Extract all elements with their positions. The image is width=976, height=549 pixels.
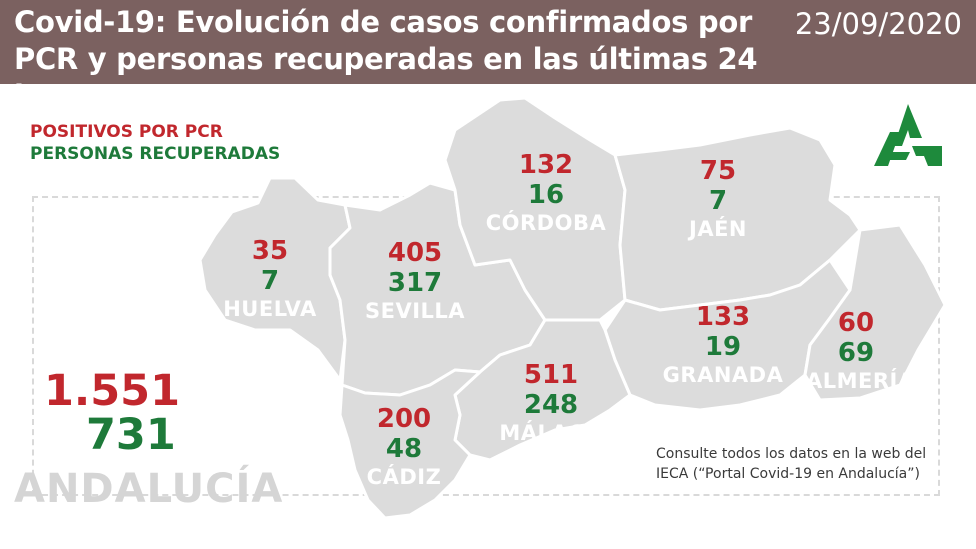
- source-note: Consulte todos los datos en la web del I…: [656, 446, 927, 482]
- province-jaen: 75 7 JAÉN: [668, 156, 768, 242]
- huelva-positives: 35: [251, 236, 289, 266]
- sevilla-positives: 405: [387, 238, 443, 268]
- province-malaga: 511 248 MÁLAGA: [490, 360, 612, 446]
- sevilla-recovered: 317: [387, 268, 443, 298]
- legend-positives: POSITIVOS POR PCR: [30, 122, 223, 142]
- total-positives: 1.551: [44, 366, 181, 416]
- cadiz-positives: 200: [376, 404, 432, 434]
- province-shape-almeria: [803, 223, 947, 402]
- jaen-positives: 75: [699, 156, 737, 186]
- almeria-recovered: 69: [837, 338, 875, 368]
- region-name: ANDALUCÍA: [14, 466, 284, 512]
- province-almeria: 60 69 ALMERÍA: [806, 308, 915, 394]
- province-cadiz: 200 48 CÁDIZ: [352, 404, 456, 490]
- cordoba-recovered: 16: [527, 180, 565, 210]
- report-date: 23/09/2020: [794, 7, 962, 41]
- junta-de-andalucia-logo-icon: [874, 104, 942, 166]
- province-granada: 133 19 GRANADA: [660, 302, 786, 388]
- huelva-recovered: 7: [260, 266, 280, 296]
- granada-recovered: 19: [704, 332, 742, 362]
- legend: POSITIVOS POR PCR PERSONAS RECUPERADAS: [30, 121, 280, 165]
- page-title: Covid-19: Evolución de casos confirmados…: [14, 5, 758, 113]
- huelva-label: HUELVA: [223, 297, 317, 321]
- province-cordoba: 132 16 CÓRDOBA: [478, 150, 614, 236]
- cadiz-recovered: 48: [385, 434, 423, 464]
- sevilla-label: SEVILLA: [364, 299, 466, 323]
- almeria-label: ALMERÍA: [806, 369, 915, 393]
- jaen-recovered: 7: [708, 186, 728, 216]
- header-bar: Covid-19: Evolución de casos confirmados…: [0, 0, 976, 113]
- cordoba-positives: 132: [518, 150, 574, 180]
- province-shape-cadiz: [338, 368, 482, 520]
- province-sevilla: 405 317 SEVILLA: [350, 238, 480, 324]
- granada-label: GRANADA: [662, 363, 784, 387]
- malaga-positives: 511: [523, 360, 579, 390]
- malaga-recovered: 248: [523, 390, 579, 420]
- province-huelva: 35 7 HUELVA: [210, 236, 330, 322]
- cadiz-label: CÁDIZ: [366, 465, 442, 489]
- almeria-positives: 60: [837, 308, 875, 338]
- malaga-label: MÁLAGA: [499, 421, 603, 445]
- jaen-label: JAÉN: [689, 217, 747, 241]
- total-recovered: 731: [86, 410, 176, 460]
- granada-positives: 133: [695, 302, 751, 332]
- legend-recovered: PERSONAS RECUPERADAS: [30, 144, 281, 164]
- cordoba-label: CÓRDOBA: [485, 211, 607, 235]
